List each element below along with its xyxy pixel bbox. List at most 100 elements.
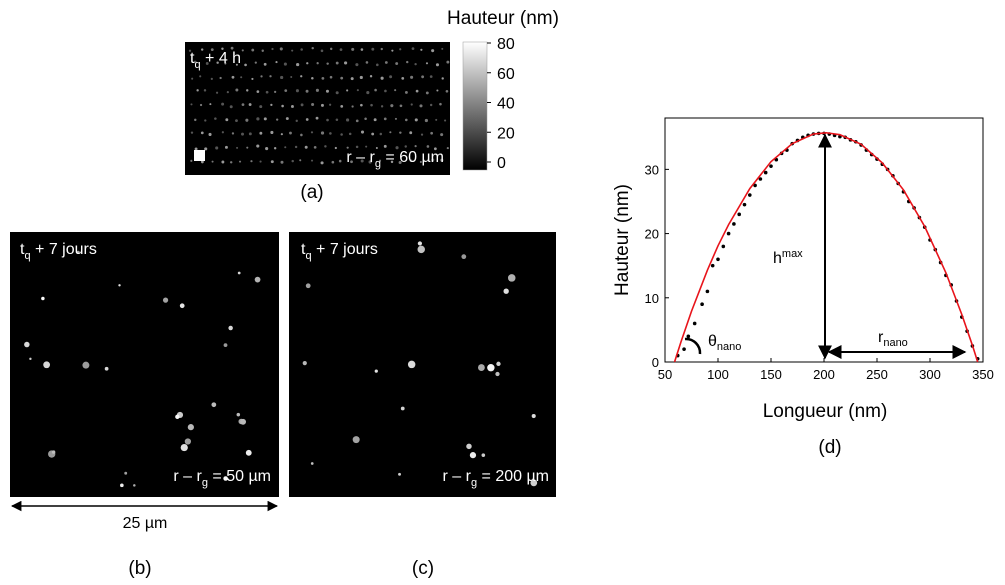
speckle [284, 89, 288, 93]
x-tick-label: 200 [813, 367, 835, 382]
speckle [325, 89, 329, 93]
speckle [224, 145, 228, 149]
speckle [118, 284, 121, 287]
speckle [305, 283, 311, 289]
speckle [424, 118, 428, 123]
speckle [481, 453, 486, 457]
speckle [280, 75, 284, 80]
speckle [329, 75, 333, 79]
speckle [375, 146, 378, 149]
x-tick-label: 100 [707, 367, 729, 382]
speckle [429, 103, 433, 107]
speckle [326, 62, 329, 65]
speckle [441, 47, 444, 50]
y-tick-label: 0 [652, 355, 659, 370]
speckle [291, 104, 294, 108]
panel-b-time: tq + 7 jours [20, 241, 97, 262]
speckle [211, 160, 214, 163]
x-tick-label: 150 [760, 367, 782, 382]
speckle [445, 89, 449, 93]
data-point [721, 244, 726, 249]
speckle [359, 75, 363, 80]
speckle [399, 104, 403, 108]
speckle [346, 146, 349, 149]
speckle [389, 75, 393, 79]
speckle [530, 479, 538, 487]
speckle [339, 48, 343, 51]
speckle [104, 366, 109, 371]
speckle [237, 271, 241, 275]
speckle [291, 159, 294, 163]
fit-line [673, 131, 979, 363]
speckle [324, 145, 327, 148]
speckle [384, 89, 387, 93]
speckle [399, 131, 402, 134]
h-label: hmax [773, 248, 803, 267]
colorbar-ticks: 0 20 40 60 80 [487, 36, 515, 172]
panel-label: (c) [412, 558, 434, 579]
speckle [507, 274, 516, 282]
speckle [200, 160, 204, 164]
speckle [366, 91, 370, 95]
speckle [380, 105, 384, 108]
speckle [311, 46, 314, 50]
speckle [225, 118, 229, 122]
speckle [211, 402, 217, 408]
speckle [191, 77, 194, 80]
speckle [446, 146, 449, 150]
data-point [753, 183, 757, 188]
speckle [379, 132, 383, 136]
speckle [263, 62, 267, 66]
speckle [433, 147, 437, 151]
data-point [710, 263, 715, 268]
speckle [376, 63, 379, 67]
speckle [274, 90, 277, 93]
panel-b-distance: r – rg = 50 µm [173, 468, 271, 489]
speckle [236, 412, 241, 417]
speckle [398, 472, 401, 476]
speckle [180, 443, 188, 452]
speckle [355, 119, 359, 123]
speckle [369, 75, 373, 78]
speckle [120, 483, 124, 488]
panel-label: (a) [300, 182, 323, 203]
speckle [313, 145, 317, 149]
speckle [346, 118, 350, 122]
speckle [315, 88, 319, 92]
speckle [469, 452, 477, 459]
speckle [496, 361, 501, 367]
speckle [380, 76, 384, 80]
speckle [210, 77, 213, 80]
speckle [383, 144, 387, 148]
data-point [700, 302, 704, 307]
r-label: rnano [878, 329, 908, 349]
colorbar [462, 41, 488, 171]
speckle [302, 360, 307, 366]
speckle [335, 91, 339, 95]
speckle [240, 418, 247, 425]
speckle [446, 60, 450, 64]
speckle [477, 364, 485, 371]
speckle [228, 325, 233, 331]
speckle [223, 476, 228, 481]
speckle [51, 450, 56, 454]
speckle [231, 75, 235, 79]
speckle [374, 88, 377, 92]
speckle [275, 61, 278, 64]
speckle [334, 146, 337, 150]
panel-c-distance: r – rg = 200 µm [443, 468, 550, 489]
speckle [254, 276, 261, 283]
speckle [321, 77, 325, 80]
speckle [404, 118, 408, 122]
speckle [414, 62, 417, 66]
speckle [351, 105, 354, 108]
speckle [311, 77, 314, 80]
data-point [692, 321, 697, 326]
speckle [340, 105, 344, 108]
speckle [279, 47, 283, 51]
speckle [404, 90, 408, 94]
speckle [304, 145, 308, 149]
speckle [290, 75, 293, 78]
speckle [162, 297, 169, 303]
speckle [300, 103, 304, 107]
